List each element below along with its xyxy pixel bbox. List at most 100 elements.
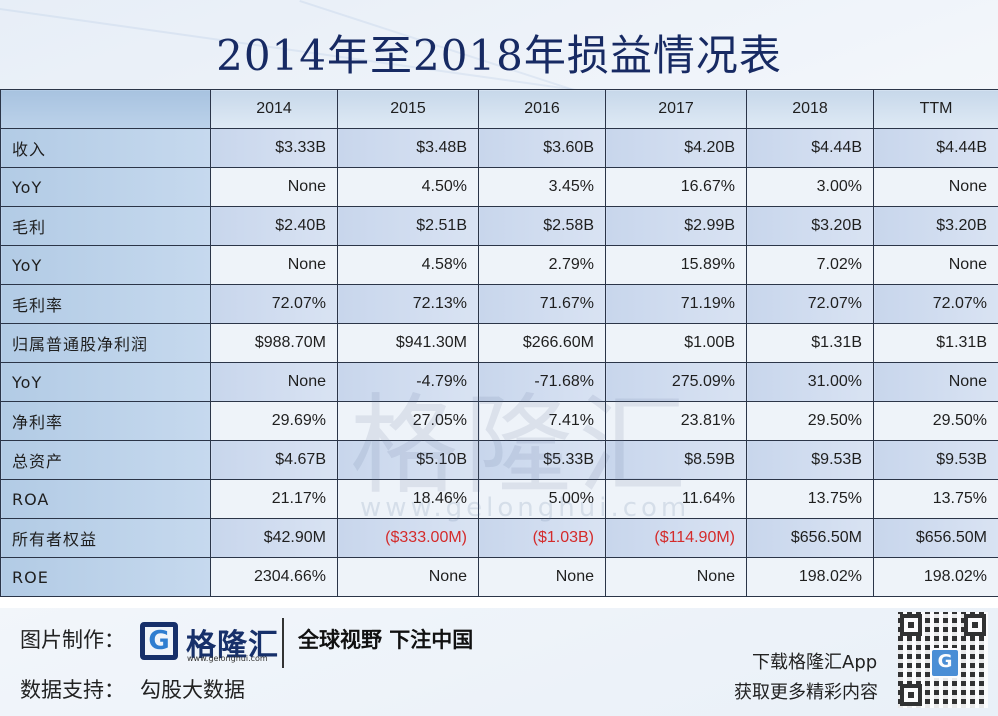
table-cell: $656.50M [873,518,998,558]
table-row: YoY None 4.50% 3.45% 16.67% 3.00% None [0,167,998,207]
data-source: 勾股大数据 [140,678,245,702]
table-cell: None [605,557,747,597]
table-cell: $42.90M [210,518,338,558]
table-cell: 4.58% [337,245,479,285]
table-cell: 72.07% [746,284,874,324]
table-row: 归属普通股净利润 $988.70M $941.30M $266.60M $1.00B $1… [0,323,998,363]
table-row: YoY None -4.79% -71.68% 275.09% 31.00% None [0,362,998,402]
qr-code-icon[interactable]: G [898,612,988,708]
table-row: 净利率 29.69% 27.05% 7.41% 23.81% 29.50% 29.50% [0,401,998,441]
table-cell: 2.79% [478,245,606,285]
row-label: ROE [0,557,211,597]
column-header: 2017 [605,89,747,129]
slogan: 全球视野 下注中国 [298,628,474,652]
page-title: 2014年至2018年损益情况表 [216,31,782,80]
table-row: 毛利率 72.07% 72.13% 71.67% 71.19% 72.07% 72.07% [0,284,998,324]
table-cell: 29.69% [210,401,338,441]
table-cell: None [210,245,338,285]
row-label: YoY [0,362,211,402]
row-label: ROA [0,479,211,519]
table-cell: ($1.03B) [478,518,606,558]
table-cell: $4.44B [746,128,874,168]
table-cell: 72.07% [873,284,998,324]
row-label: 收入 [0,128,211,168]
table-cell: $1.00B [605,323,747,363]
table-cell: 31.00% [746,362,874,402]
table-row: ROA 21.17% 18.46% 5.00% 11.64% 13.75% 13.75% [0,479,998,519]
table-cell: None [873,245,998,285]
table-cell: -71.68% [478,362,606,402]
table-cell: $1.31B [746,323,874,363]
table-cell: 71.19% [605,284,747,324]
table-cell: None [337,557,479,597]
table-row: 收入 $3.33B $3.48B $3.60B $4.20B $4.44B $4.44B [0,128,998,168]
logo-url: www.gelonghui.com [187,654,268,663]
table-cell: 18.46% [337,479,479,519]
table-cell: $3.33B [210,128,338,168]
row-label: 总资产 [0,440,211,480]
income-statement-table: 2014 2015 2016 2017 2018 TTM 收入 $3.33B $3.… [0,89,998,597]
table-cell: None [210,362,338,402]
footer: 图片制作： G 格隆汇 www.gelonghui.com 全球视野 下注中国 … [0,608,998,716]
table-header-row: 2014 2015 2016 2017 2018 TTM [0,89,998,129]
table-cell: $1.31B [873,323,998,363]
table-cell: 15.89% [605,245,747,285]
data-source-label: 数据支持： [20,678,125,702]
app-download-text: 下载格隆汇App [752,652,878,673]
table-cell: $9.53B [873,440,998,480]
column-header: 2016 [478,89,606,129]
row-label: 净利率 [0,401,211,441]
table-cell: $3.20B [873,206,998,246]
table-cell: 29.50% [873,401,998,441]
table-row: 所有者权益 $42.90M ($333.00M) ($1.03B) ($114.90M)… [0,518,998,558]
table-cell: None [478,557,606,597]
table-cell: 198.02% [873,557,998,597]
row-label: 毛利 [0,206,211,246]
table-cell: 72.07% [210,284,338,324]
table-row: YoY None 4.58% 2.79% 15.89% 7.02% None [0,245,998,285]
table-cell: $941.30M [337,323,479,363]
table-cell: 13.75% [746,479,874,519]
table-cell: 198.02% [746,557,874,597]
table-cell: ($114.90M) [605,518,747,558]
qr-logo-icon: G [930,648,960,678]
header-corner-cell [0,89,211,129]
table-cell: 71.67% [478,284,606,324]
footer-divider [282,618,284,668]
table-cell: 29.50% [746,401,874,441]
row-label: 所有者权益 [0,518,211,558]
table-cell: $5.10B [337,440,479,480]
table-cell: 16.67% [605,167,747,207]
table-cell: $8.59B [605,440,747,480]
table-cell: $2.99B [605,206,747,246]
column-header: 2014 [210,89,338,129]
table-cell: 72.13% [337,284,479,324]
table-cell: $266.60M [478,323,606,363]
income-statement-table-container: 2014 2015 2016 2017 2018 TTM 收入 $3.33B $3.… [0,89,998,608]
table-cell: $3.60B [478,128,606,168]
table-cell: $2.58B [478,206,606,246]
table-row: ROE 2304.66% None None None 198.02% 198.02% [0,557,998,597]
table-cell: 5.00% [478,479,606,519]
made-by-label: 图片制作： [20,628,125,652]
table-cell: $5.33B [478,440,606,480]
table-cell: 21.17% [210,479,338,519]
table-cell: None [210,167,338,207]
table-cell: $3.48B [337,128,479,168]
row-label: 归属普通股净利润 [0,323,211,363]
table-cell: 275.09% [605,362,747,402]
app-promo-text: 获取更多精彩内容 [734,682,878,703]
column-header: 2015 [337,89,479,129]
table-cell: $4.20B [605,128,747,168]
table-cell: ($333.00M) [337,518,479,558]
table-cell: $988.70M [210,323,338,363]
table-cell: $2.40B [210,206,338,246]
table-cell: $4.44B [873,128,998,168]
table-cell: 3.00% [746,167,874,207]
table-cell: 7.41% [478,401,606,441]
table-cell: 13.75% [873,479,998,519]
table-cell: 23.81% [605,401,747,441]
row-label: 毛利率 [0,284,211,324]
table-cell: None [873,362,998,402]
table-cell: $9.53B [746,440,874,480]
